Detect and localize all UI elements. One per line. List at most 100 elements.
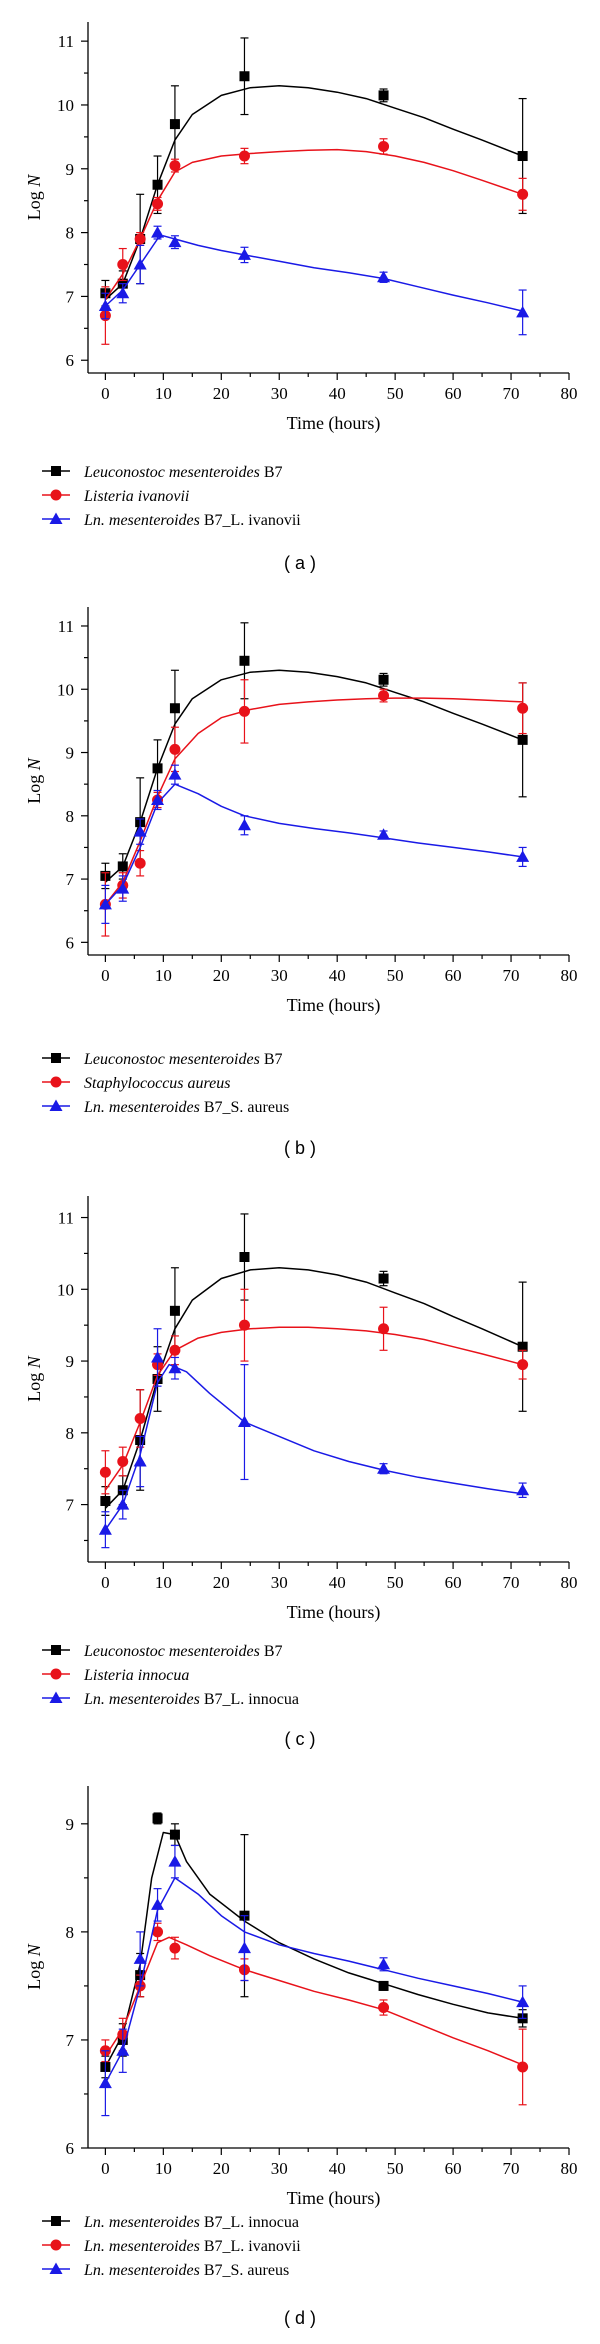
data-point [516, 1995, 530, 2008]
panel-d: 6 7 8 9 0 10 20 30 40 50 60 70 80 Time (hours) Log N Ln… [24, 1786, 578, 2328]
data-point [377, 1957, 391, 1970]
legend-entry: Ln. mesenteroides B7_L. innocua [42, 1691, 299, 1708]
legend-label: Ln. mesenteroides B7_L. innocua [83, 1691, 299, 1708]
data-point [169, 1942, 181, 1954]
legend-marker [51, 1053, 61, 1063]
panel-label: ( d ) [284, 2308, 316, 2328]
x-tick-label: 10 [155, 1573, 172, 1592]
data-point [116, 286, 130, 299]
data-point [100, 1496, 111, 1506]
data-point [378, 1273, 389, 1284]
data-point [239, 655, 250, 666]
x-tick-label: 70 [503, 2159, 520, 2178]
x-tick-label: 40 [329, 966, 346, 985]
data-point [378, 1323, 390, 1335]
data-point [516, 850, 530, 862]
data-point [237, 818, 251, 831]
data-point [169, 119, 180, 130]
legend-marker [50, 1076, 62, 1088]
data-point [117, 259, 129, 271]
x-tick-label: 60 [445, 2159, 462, 2178]
y-tick-label: 11 [58, 32, 74, 51]
legend-marker [50, 489, 62, 501]
x-tick-label: 0 [101, 1573, 110, 1592]
y-axis-title: Log N [24, 1355, 44, 1402]
data-point [516, 1483, 530, 1496]
data-point [133, 1952, 147, 1964]
legend-marker [50, 1668, 62, 1680]
y-tick-label: 8 [66, 1424, 75, 1443]
y-tick-label: 8 [66, 224, 75, 243]
data-point [98, 897, 112, 910]
legend-marker [49, 512, 63, 524]
data-point [517, 1359, 529, 1371]
data-point [169, 1305, 180, 1316]
y-tick-label: 6 [66, 351, 75, 370]
series-2 [98, 764, 530, 924]
legend-label: Ln. mesenteroides B7_L. ivanovii [83, 512, 301, 529]
data-point [134, 233, 146, 245]
data-point [517, 1341, 528, 1352]
legend-label: Leuconostoc mesenteroides B7 [83, 1643, 282, 1660]
data-point [517, 188, 529, 200]
y-axis-title: Log N [24, 757, 44, 804]
data-point [239, 71, 250, 82]
panel-a: 6 7 8 9 10 11 0 10 20 30 40 50 60 70 80 Time (hours) Log… [24, 22, 578, 573]
series-1 [99, 1922, 529, 2106]
data-point [378, 1980, 389, 1991]
data-point [169, 1829, 180, 1840]
x-tick-label: 80 [561, 966, 578, 985]
legend-entry: Listeria ivanovii [42, 488, 189, 505]
data-point [133, 825, 147, 837]
x-tick-label: 20 [213, 2159, 230, 2178]
x-tick-label: 60 [445, 1573, 462, 1592]
data-point [378, 2002, 390, 2014]
legend-label: Ln. mesenteroides B7_S. aureus [83, 2262, 289, 2279]
data-point [117, 1456, 129, 1468]
legend-marker [51, 1645, 61, 1655]
x-tick-label: 30 [271, 2159, 288, 2178]
data-point [169, 1344, 181, 1356]
legend-entry: Leuconostoc mesenteroides B7 [42, 1051, 282, 1068]
data-point [169, 160, 181, 172]
x-tick-label: 50 [387, 2159, 404, 2178]
x-axis-title: Time (hours) [287, 1602, 381, 1623]
x-tick-label: 80 [561, 1573, 578, 1592]
fit-curve [104, 1936, 523, 2066]
x-tick-label: 20 [213, 1573, 230, 1592]
x-tick-label: 50 [387, 1573, 404, 1592]
x-tick-label: 20 [213, 384, 230, 403]
legend-label: Listeria ivanovii [83, 488, 189, 505]
fit-curve [104, 148, 523, 301]
y-tick-label: 10 [57, 680, 74, 699]
x-tick-label: 30 [271, 966, 288, 985]
legend-entry: Listeria innocua [42, 1667, 189, 1684]
legend-label: Staphylococcus aureus [84, 1075, 230, 1092]
series-2 [98, 1844, 530, 2117]
data-point [516, 305, 530, 318]
x-tick-label: 80 [561, 2159, 578, 2178]
data-point [237, 1415, 251, 1428]
fit-curve [104, 783, 523, 905]
legend-label: Leuconostoc mesenteroides B7 [83, 464, 282, 481]
legend-marker [51, 466, 61, 476]
fit-curve [104, 1267, 523, 1509]
y-tick-label: 7 [66, 287, 75, 306]
data-point [378, 690, 390, 702]
fit-curve [104, 669, 523, 883]
y-tick-label: 7 [66, 2031, 75, 2050]
data-point [169, 703, 180, 714]
data-point [238, 150, 250, 162]
fit-curve [104, 1877, 523, 2084]
legend-marker [51, 2216, 61, 2226]
y-tick-label: 10 [57, 96, 74, 115]
data-point [116, 2044, 130, 2056]
legend-marker [49, 1691, 63, 1703]
data-point [517, 2061, 529, 2073]
y-tick-label: 8 [66, 807, 75, 826]
data-point [98, 299, 112, 311]
data-point [377, 828, 391, 840]
x-tick-label: 30 [271, 1573, 288, 1592]
data-point [99, 1466, 111, 1478]
y-tick-label: 11 [58, 1209, 74, 1228]
